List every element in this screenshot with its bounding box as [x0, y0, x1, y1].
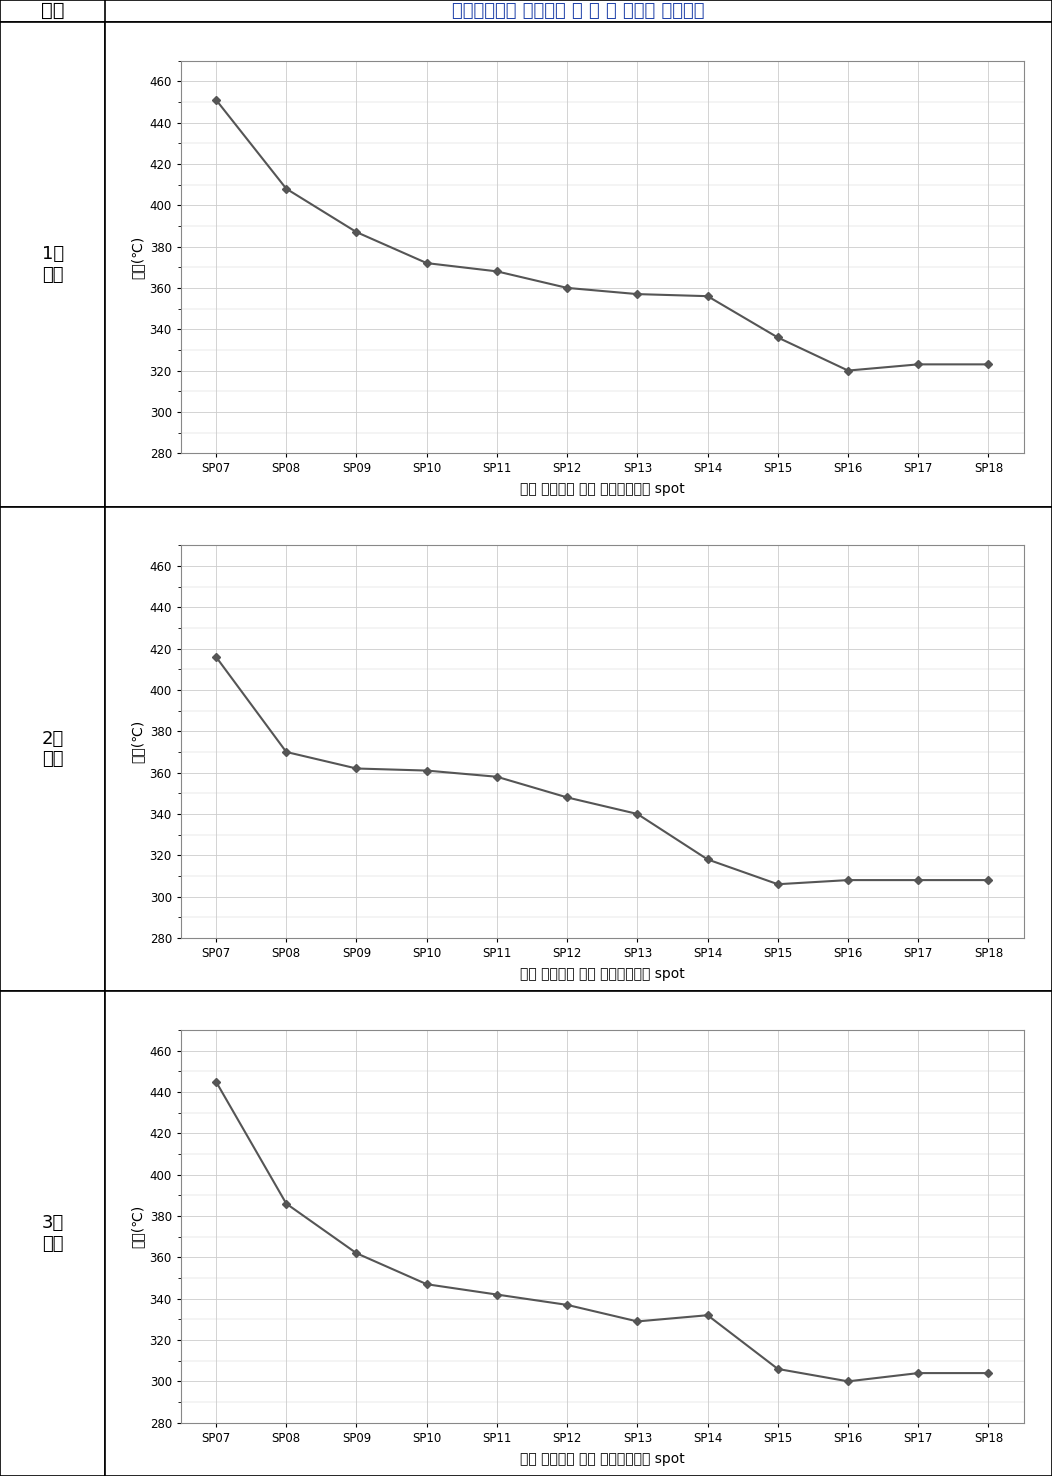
Text: 구분: 구분	[41, 1, 64, 21]
Text: 제동디스크의 최고온도 일 때 각 지점의 온도현황: 제동디스크의 최고온도 일 때 각 지점의 온도현황	[452, 1, 705, 19]
Text: 2회
시험: 2회 시험	[41, 729, 64, 769]
Text: 3회
시험: 3회 시험	[41, 1215, 64, 1253]
Text: 1회
시험: 1회 시험	[41, 245, 64, 283]
